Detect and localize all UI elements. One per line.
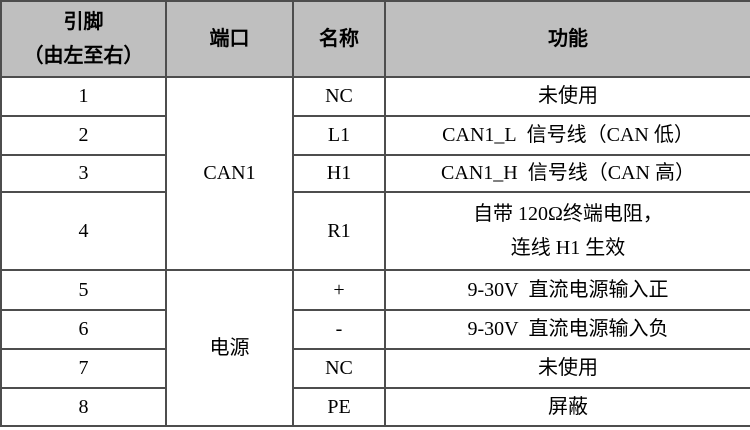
function-cell: 屏蔽 [384, 387, 750, 427]
function-cell: 9-30V 直流电源输入负 [384, 309, 750, 350]
pin-cell: 2 [0, 115, 167, 156]
name-cell: PE [292, 387, 386, 427]
function-line2: 连线 H1 生效 [510, 237, 626, 259]
header-row: 引脚 （由左至右） 端口 名称 功能 [0, 0, 750, 78]
name-cell: - [292, 309, 386, 350]
pin-cell: 6 [0, 309, 167, 350]
function-cell: CAN1_H 信号线（CAN 高） [384, 154, 750, 193]
function-line1: 自带 120Ω终端电阻， [473, 203, 663, 225]
function-cell: CAN1_L 信号线（CAN 低） [384, 115, 750, 156]
table-row-pin3: 3 H1 CAN1_H 信号线（CAN 高） [0, 154, 750, 193]
pin-cell: 1 [0, 76, 167, 117]
table-row-pin2: 2 L1 CAN1_L 信号线（CAN 低） [0, 115, 750, 156]
pin-cell: 5 [0, 269, 167, 311]
table-row-pin5: 5 电源 + 9-30V 直流电源输入正 [0, 269, 750, 427]
port-group-power: 电源 [165, 269, 294, 427]
table-row-pin1: 1 CAN1 NC 未使用 [0, 76, 750, 271]
function-cell: 未使用 [384, 348, 750, 389]
table-row-pin4: 4 R1 自带 120Ω终端电阻， 连线 H1 生效 [0, 191, 750, 271]
header-port: 端口 [165, 0, 294, 78]
pin-cell: 7 [0, 348, 167, 389]
table-row-pin7: 7 NC 未使用 [0, 348, 750, 389]
pin-cell: 3 [0, 154, 167, 193]
function-cell: 自带 120Ω终端电阻， 连线 H1 生效 [384, 191, 750, 271]
pin-cell: 8 [0, 387, 167, 427]
header-function: 功能 [384, 0, 750, 78]
header-pin-line1: 引脚 [63, 11, 104, 33]
pin-cell: 4 [0, 191, 167, 271]
function-cell: 未使用 [384, 76, 750, 117]
name-cell: NC [292, 76, 386, 117]
header-name: 名称 [292, 0, 386, 78]
header-pin-line2: （由左至右） [23, 45, 144, 67]
name-cell: L1 [292, 115, 386, 156]
table-row-pin6: 6 - 9-30V 直流电源输入负 [0, 309, 750, 350]
header-pin: 引脚 （由左至右） [0, 0, 167, 78]
name-cell: R1 [292, 191, 386, 271]
table-row-pin8: 8 PE 屏蔽 [0, 387, 750, 427]
function-cell: 9-30V 直流电源输入正 [384, 269, 750, 311]
name-cell: H1 [292, 154, 386, 193]
name-cell: NC [292, 348, 386, 389]
port-group-can1: CAN1 [165, 76, 294, 271]
name-cell: + [292, 269, 386, 311]
